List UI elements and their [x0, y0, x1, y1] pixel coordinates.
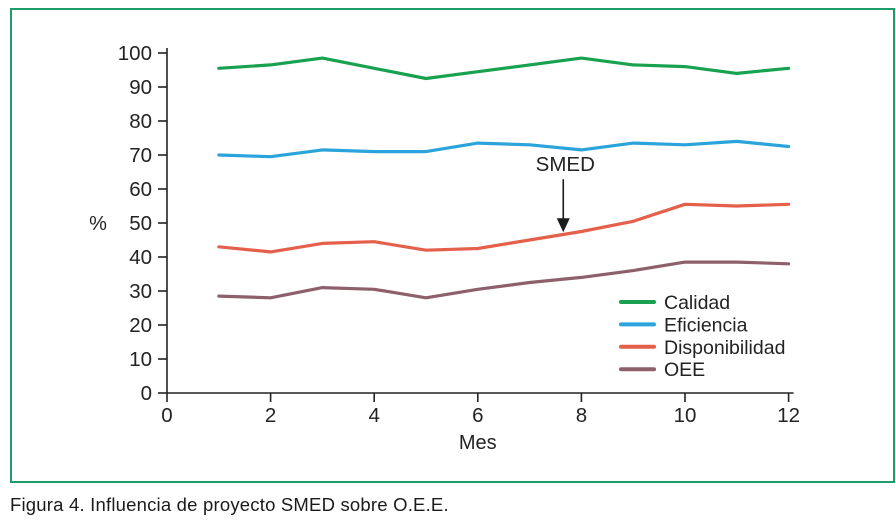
- y-tick-label: 30: [129, 280, 152, 303]
- legend-label-oee: OEE: [664, 359, 705, 381]
- figure-caption: Figura 4. Influencia de proyecto SMED so…: [10, 494, 449, 515]
- chart-frame: [10, 8, 895, 483]
- legend-label-disponibilidad: Disponibilidad: [664, 337, 785, 359]
- y-tick-label: 40: [129, 246, 152, 269]
- legend-label-eficiencia: Eficiencia: [664, 314, 748, 336]
- series-line-eficiencia: [217, 139, 791, 159]
- y-axis-title: %: [89, 213, 107, 235]
- x-tick-label: 4: [368, 404, 379, 427]
- x-tick-label: 8: [576, 404, 587, 427]
- y-tick-label: 80: [129, 110, 152, 133]
- x-tick-label: 2: [265, 404, 276, 427]
- x-axis-title: Mes: [459, 432, 497, 454]
- y-tick-label: 0: [141, 382, 152, 405]
- x-tick-label: 10: [674, 404, 697, 427]
- x-tick-label: 12: [777, 404, 800, 427]
- y-tick-label: 100: [118, 42, 152, 65]
- series-line-disponibilidad: [217, 202, 791, 254]
- x-tick-label: 0: [161, 404, 172, 427]
- x-tick-label: 6: [472, 404, 483, 427]
- y-tick-label: 10: [129, 348, 152, 371]
- legend-label-calidad: Calidad: [664, 292, 730, 314]
- annotation-label: SMED: [536, 153, 595, 176]
- annotation-arrowhead: [556, 218, 570, 233]
- y-tick-label: 90: [129, 76, 152, 99]
- y-tick-label: 70: [129, 144, 152, 167]
- y-tick-label: 20: [129, 314, 152, 337]
- y-tick-label: 50: [129, 212, 152, 235]
- y-tick-label: 60: [129, 178, 152, 201]
- series-line-oee: [217, 260, 791, 300]
- series-line-calidad: [217, 56, 791, 81]
